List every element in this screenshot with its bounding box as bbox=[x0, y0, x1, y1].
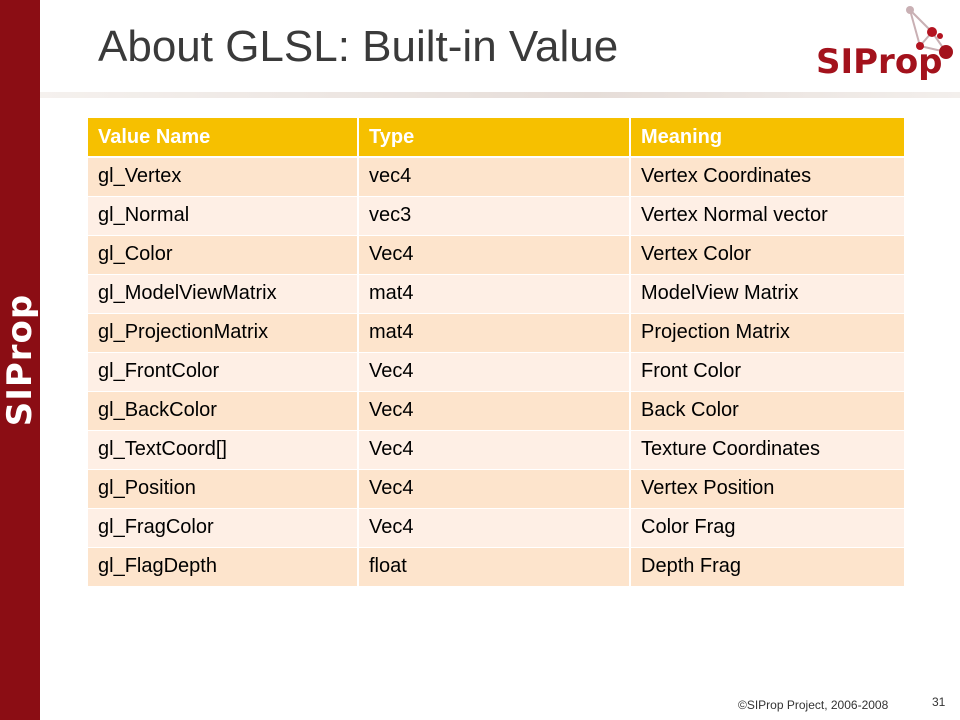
table-row: gl_ProjectionMatrix mat4 Projection Matr… bbox=[88, 313, 904, 353]
table-row: gl_FlagDepth float Depth Frag bbox=[88, 547, 904, 587]
page-number: 31 bbox=[932, 695, 946, 709]
table-row: gl_Vertex vec4 Vertex Coordinates bbox=[88, 157, 904, 197]
molecule-logo-icon bbox=[906, 6, 953, 59]
cell-type: Vec4 bbox=[358, 469, 631, 509]
table-row: gl_BackColor Vec4 Back Color bbox=[88, 391, 904, 431]
cell-meaning: Texture Coordinates bbox=[630, 430, 904, 470]
header-type: Type bbox=[358, 118, 631, 158]
slide-title: About GLSL: Built-in Value bbox=[98, 22, 619, 71]
table-row: gl_TextCoord[] Vec4 Texture Coordinates bbox=[88, 430, 904, 470]
cell-value-name: gl_Normal bbox=[88, 196, 359, 236]
table-row: gl_FragColor Vec4 Color Frag bbox=[88, 508, 904, 548]
logo-text: SIProp bbox=[816, 42, 943, 82]
cell-type: vec3 bbox=[358, 196, 631, 236]
title-divider bbox=[40, 92, 960, 98]
cell-meaning: Front Color bbox=[630, 352, 904, 392]
cell-value-name: gl_Position bbox=[88, 469, 359, 509]
cell-type: mat4 bbox=[358, 313, 631, 353]
table-row: gl_ModelViewMatrix mat4 ModelView Matrix bbox=[88, 274, 904, 314]
cell-meaning: Color Frag bbox=[630, 508, 904, 548]
footer-copyright: ©SIProp Project, 2006-2008 bbox=[738, 698, 889, 712]
side-brand-text: SIProp bbox=[0, 293, 40, 427]
cell-meaning: ModelView Matrix bbox=[630, 274, 904, 314]
cell-meaning: Vertex Color bbox=[630, 235, 904, 275]
siprop-logo: SIProp bbox=[806, 2, 960, 88]
cell-value-name: gl_ProjectionMatrix bbox=[88, 313, 359, 353]
cell-value-name: gl_TextCoord[] bbox=[88, 430, 359, 470]
table-row: gl_Normal vec3 Vertex Normal vector bbox=[88, 196, 904, 236]
cell-type: Vec4 bbox=[358, 508, 631, 548]
cell-meaning: Vertex Position bbox=[630, 469, 904, 509]
cell-type: Vec4 bbox=[358, 430, 631, 470]
cell-meaning: Vertex Coordinates bbox=[630, 157, 904, 197]
built-in-values-table: Value Name Type Meaning gl_Vertex vec4 V… bbox=[88, 118, 904, 587]
cell-meaning: Back Color bbox=[630, 391, 904, 431]
table-row: gl_FrontColor Vec4 Front Color bbox=[88, 352, 904, 392]
cell-value-name: gl_BackColor bbox=[88, 391, 359, 431]
cell-type: Vec4 bbox=[358, 391, 631, 431]
cell-type: Vec4 bbox=[358, 235, 631, 275]
side-brand-bar: SIProp bbox=[0, 0, 40, 720]
cell-type: float bbox=[358, 547, 631, 587]
table-row: gl_Color Vec4 Vertex Color bbox=[88, 235, 904, 275]
cell-type: Vec4 bbox=[358, 352, 631, 392]
cell-value-name: gl_ModelViewMatrix bbox=[88, 274, 359, 314]
table-row: gl_Position Vec4 Vertex Position bbox=[88, 469, 904, 509]
table-header-row: Value Name Type Meaning bbox=[88, 118, 904, 158]
header-value-name: Value Name bbox=[88, 118, 359, 158]
cell-type: mat4 bbox=[358, 274, 631, 314]
header-meaning: Meaning bbox=[630, 118, 904, 158]
cell-meaning: Vertex Normal vector bbox=[630, 196, 904, 236]
cell-value-name: gl_FragColor bbox=[88, 508, 359, 548]
cell-meaning: Projection Matrix bbox=[630, 313, 904, 353]
cell-type: vec4 bbox=[358, 157, 631, 197]
cell-value-name: gl_Color bbox=[88, 235, 359, 275]
cell-value-name: gl_FrontColor bbox=[88, 352, 359, 392]
cell-value-name: gl_Vertex bbox=[88, 157, 359, 197]
cell-value-name: gl_FlagDepth bbox=[88, 547, 359, 587]
cell-meaning: Depth Frag bbox=[630, 547, 904, 587]
